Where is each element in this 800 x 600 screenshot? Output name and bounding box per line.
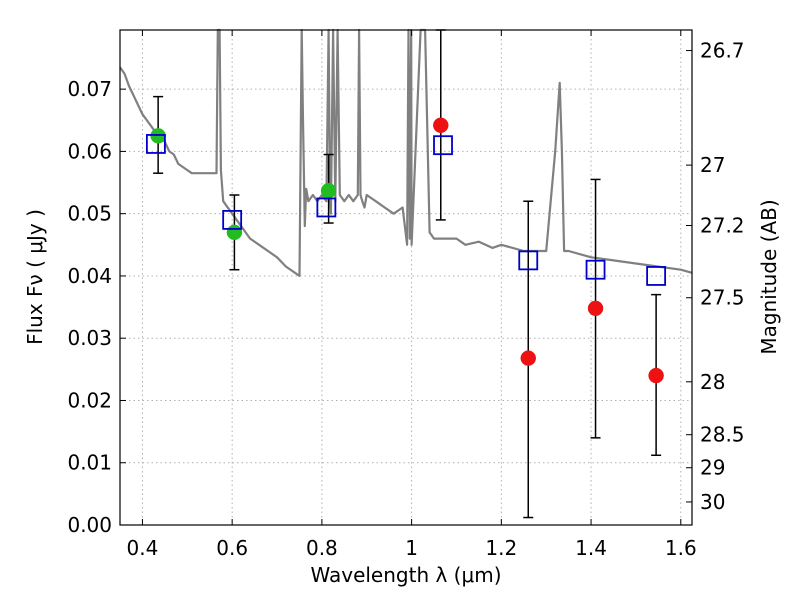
model-box-marker bbox=[518, 250, 539, 271]
y-axis-label: Flux Fν ( μJy ) bbox=[23, 209, 47, 345]
y-tick-label: 0.06 bbox=[67, 139, 112, 163]
right-tick-label: 27.5 bbox=[700, 286, 745, 310]
right-tick-label: 28 bbox=[700, 370, 725, 394]
right-tick-label: 26.7 bbox=[700, 39, 745, 63]
right-tick-label: 28.5 bbox=[700, 423, 745, 447]
y-tick-label: 0.03 bbox=[67, 326, 112, 350]
green-data-point bbox=[320, 182, 337, 199]
y-tick-label: 0.04 bbox=[67, 264, 112, 288]
red-data-point bbox=[648, 367, 664, 384]
x-tick-label: 0.4 bbox=[127, 536, 159, 560]
x-tick-label: 0.8 bbox=[306, 536, 338, 560]
y-tick-label: 0.05 bbox=[67, 202, 112, 226]
x-axis-label: Wavelength λ (μm) bbox=[310, 563, 501, 587]
right-tick-label: 27.2 bbox=[700, 214, 745, 238]
right-axis-label: Magnitude (AB) bbox=[757, 199, 781, 354]
model-box-marker bbox=[433, 135, 453, 156]
model-box-marker bbox=[316, 197, 337, 218]
model-box-layer bbox=[145, 134, 667, 286]
model-box-marker bbox=[222, 210, 243, 230]
x-tick-label: 1.4 bbox=[575, 536, 607, 560]
y-tick-label: 0.00 bbox=[67, 513, 112, 537]
model-box-marker bbox=[585, 259, 606, 280]
plot-frame bbox=[119, 29, 693, 526]
red-data-point bbox=[520, 350, 537, 366]
model-box-marker bbox=[145, 134, 166, 154]
green-data-point bbox=[226, 224, 243, 241]
red-data-point bbox=[587, 300, 604, 317]
green-data-point bbox=[150, 128, 166, 144]
y-tick-label: 0.01 bbox=[67, 451, 112, 475]
x-tick-label: 1.2 bbox=[485, 536, 517, 560]
red-data-point bbox=[433, 117, 449, 134]
x-tick-label: 0.6 bbox=[216, 536, 248, 560]
tick-layer: 0.4 0.6 0.8 1 1.2 1.4 1.6 0.00 0.01 0.02 0.03 0.04 0… bbox=[67, 30, 745, 560]
model-box-marker bbox=[646, 266, 667, 286]
right-tick-label: 27 bbox=[700, 153, 725, 177]
x-tick-label: 1 bbox=[405, 536, 418, 560]
y-tick-label: 0.02 bbox=[67, 388, 112, 412]
right-tick-label: 29 bbox=[700, 456, 725, 480]
right-tick-label: 30 bbox=[700, 490, 725, 514]
data-point-layer bbox=[150, 117, 664, 384]
x-tick-label: 1.6 bbox=[665, 536, 697, 560]
y-tick-label: 0.07 bbox=[67, 77, 112, 101]
